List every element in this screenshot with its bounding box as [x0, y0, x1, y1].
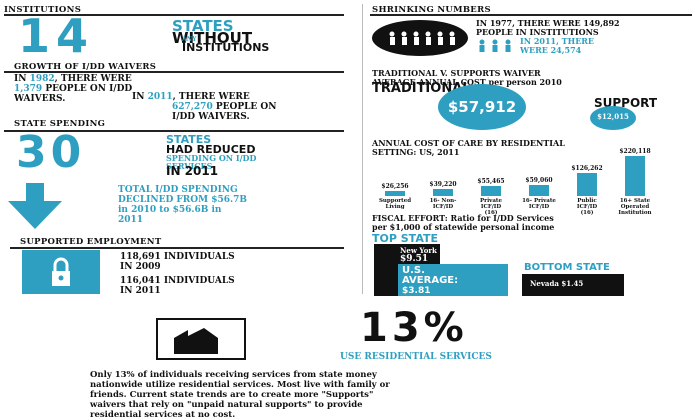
traditional-value: $57,912 [447, 98, 517, 116]
column-divider [362, 4, 363, 294]
total-spending: TOTAL I/DD SPENDING DECLINED FROM $56.7B… [118, 185, 247, 225]
emp-2011: 116,041 INDIVIDUALS IN 2011 [120, 276, 235, 296]
chart-bar [481, 185, 501, 196]
divider [10, 247, 344, 249]
chart-value-label: $59,060 [525, 177, 553, 185]
chart-bar [385, 191, 405, 196]
residential-subtitle: USE RESIDENTIAL SERVICES [340, 352, 492, 362]
chart-bar [529, 185, 549, 196]
chart-value-label: $26,256 [381, 183, 409, 191]
stat-14-number: 14 [18, 9, 95, 63]
support-circle [590, 106, 636, 130]
people-crowd-icon [370, 18, 470, 62]
chart-bar [433, 188, 453, 196]
top-state-label: TOP STATE [372, 232, 438, 245]
growth-header: GROWTH OF I/DD WAIVERS [14, 62, 157, 72]
stat-30-number: 30 [16, 127, 86, 178]
chart-category-label: Supported Living [378, 198, 412, 210]
stat-30-year: IN 2011 [166, 164, 219, 178]
chart-bar [625, 156, 645, 196]
arrow-down-icon [6, 183, 64, 235]
stat-30-services: SERVICES [166, 161, 213, 171]
fiscal-header: FISCAL EFFORT: Ratio for I/DD Services p… [372, 213, 555, 232]
people-1977: IN 1977, THERE WERE 149,892 PEOPLE IN IN… [476, 18, 620, 37]
us-avg-box [398, 264, 508, 296]
chart-category-label: 16- Non-ICF/ID [429, 198, 457, 210]
residential-paragraph: Only 13% of individuals receiving servic… [90, 370, 390, 420]
stat-14-any: ANY [182, 36, 197, 43]
bottom-state-text: Nevada $1.45 [530, 279, 584, 288]
divider [4, 14, 344, 16]
waiver-header: TRADITIONAL V. SUPPORTS WAIVER AVERAGE A… [372, 68, 562, 87]
stat-14-institutions: INSTITUTIONS [182, 41, 270, 54]
support-value: $12,015 [597, 112, 629, 121]
chart-value-label: $126,262 [571, 165, 603, 173]
top-state-value: $9.51 [400, 254, 429, 264]
divider [4, 130, 344, 132]
stat-14-without: WITHOUT [172, 29, 253, 47]
stat-30-states: STATES [166, 133, 212, 146]
divider [370, 14, 692, 16]
stat-30-spending: SPENDING ON I/DD [166, 153, 257, 163]
us-avg-label: U.S. AVERAGE: [402, 265, 459, 286]
bottom-state-box [522, 274, 624, 296]
spending-header: STATE SPENDING [14, 119, 106, 129]
us-avg-value: $3.81 [402, 286, 431, 296]
annual-cost-chart: $26,256 Supported Living $39,220 16- Non-IC… [372, 148, 692, 218]
traditional-circle [438, 84, 526, 130]
chart-value-label: $55,465 [477, 177, 505, 185]
bottom-state-label: BOTTOM STATE [524, 262, 610, 273]
employment-header: SUPPORTED EMPLOYMENT [20, 237, 162, 247]
growth-2011: IN 2011, THERE WERE 627,270 PEOPLE ON I/… [132, 92, 277, 122]
chart-category-label: 16- Private ICF/ID [522, 198, 556, 210]
top-state-name: New York [400, 246, 437, 255]
chart-category-label: Public ICF/ID (16) [576, 198, 598, 216]
chart-value-label: $39,220 [429, 180, 457, 188]
annual-header: ANNUAL COST OF CARE BY RESIDENTIAL SETTI… [372, 138, 565, 157]
chart-category-label: 16+ State Operated Institution [618, 198, 652, 216]
chart-value-label: $220,118 [619, 148, 651, 155]
people-2011: IN 2011, THERE WERE 24,574 [520, 36, 595, 55]
lock-icon [22, 250, 100, 294]
chart-category-label: Private ICF/ID (16) [480, 198, 502, 216]
growth-1982: IN 1982, THERE WERE 1,379 PEOPLE ON I/DD… [14, 74, 133, 104]
shrinking-header: SHRINKING NUMBERS [372, 5, 491, 15]
institutions-header: INSTITUTIONS [4, 5, 82, 15]
stat-14-states: STATES [172, 17, 234, 35]
stat-30-reduced: HAD REDUCED [166, 143, 256, 156]
chart-bar [577, 173, 597, 196]
emp-2009: 118,691 INDIVIDUALS IN 2009 [120, 252, 235, 272]
people-crowd-icon [476, 37, 516, 56]
house-icon [156, 318, 246, 360]
divider [4, 71, 344, 73]
percent-13: 13% [360, 305, 468, 351]
